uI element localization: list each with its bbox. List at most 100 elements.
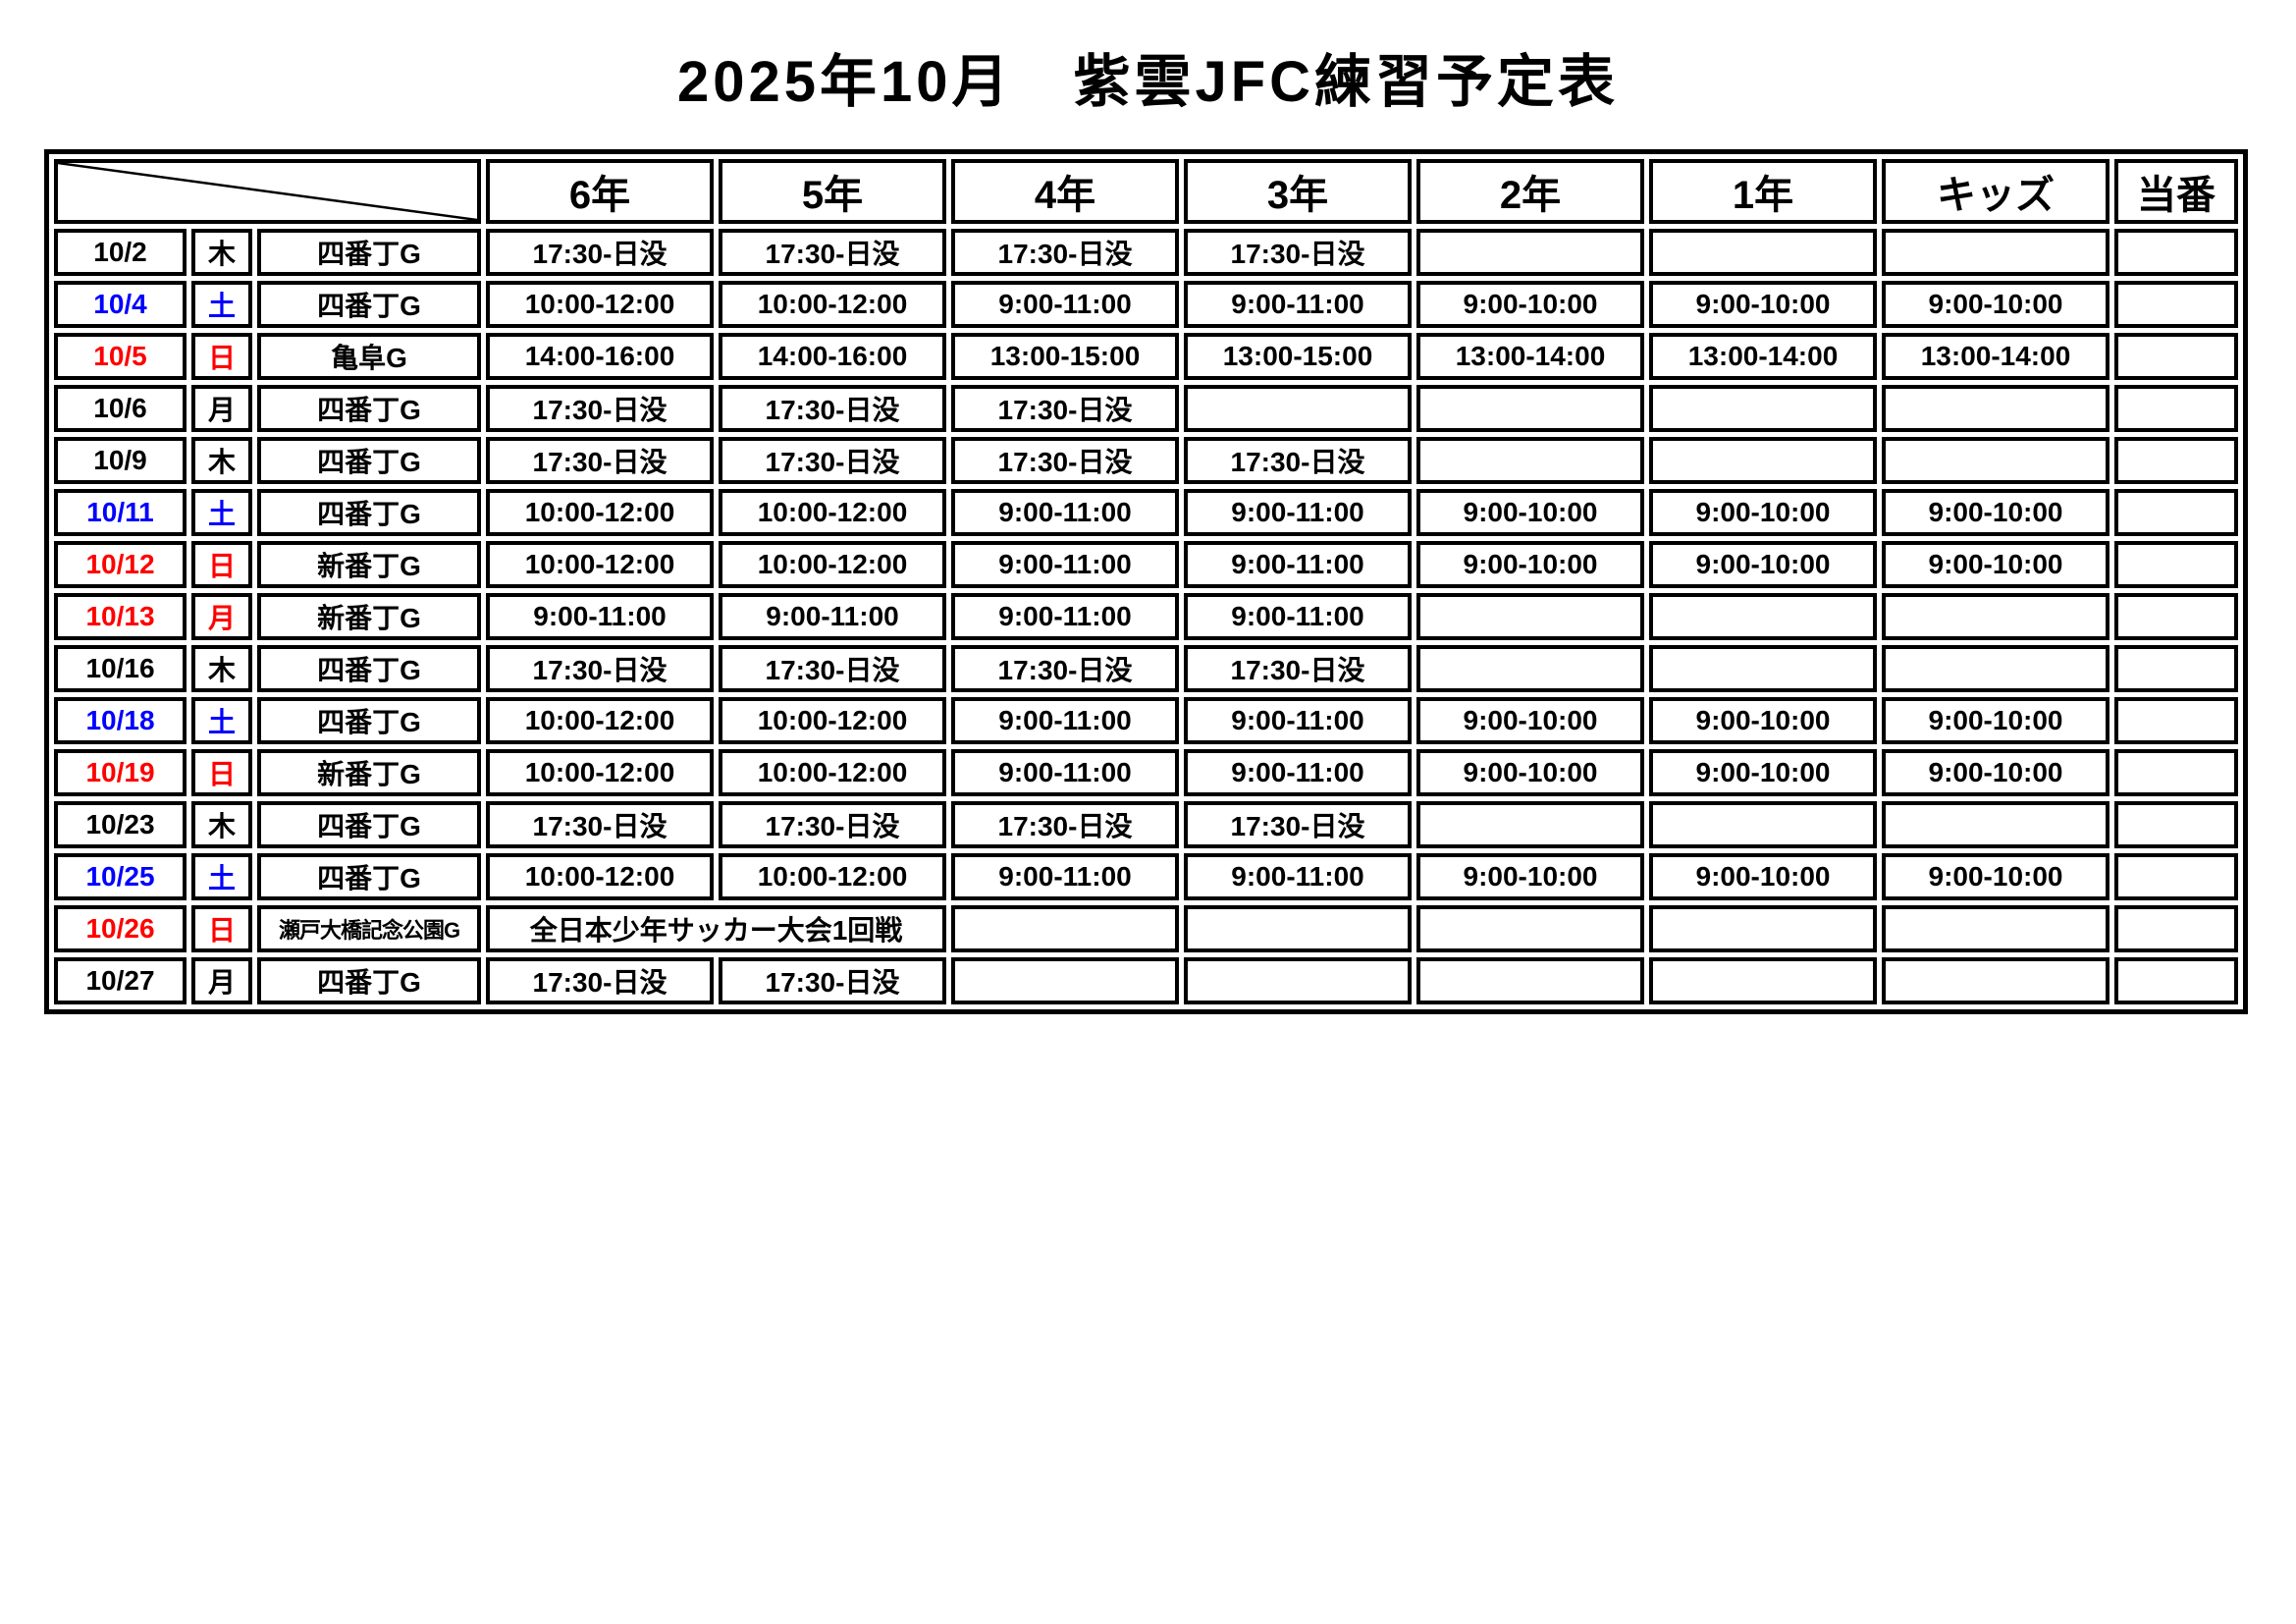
schedule-cell xyxy=(1416,385,1644,432)
schedule-cell: 9:00-11:00 xyxy=(1184,853,1412,900)
day-cell: 日 xyxy=(191,541,252,588)
date-cell: 10/23 xyxy=(54,801,187,848)
schedule-cell: 10:00-12:00 xyxy=(719,749,946,796)
schedule-cell: 14:00-16:00 xyxy=(486,333,714,380)
schedule-cell: 17:30-日没 xyxy=(486,801,714,848)
schedule-cell: 9:00-10:00 xyxy=(1882,541,2109,588)
schedule-cell xyxy=(1416,905,1644,952)
date-cell: 10/6 xyxy=(54,385,187,432)
diagonal-line-icon xyxy=(58,163,477,220)
corner-cell xyxy=(54,159,481,224)
schedule-cell: 13:00-15:00 xyxy=(1184,333,1412,380)
day-cell: 日 xyxy=(191,333,252,380)
schedule-cell: 10:00-12:00 xyxy=(719,697,946,744)
location-cell: 四番丁G xyxy=(257,697,481,744)
schedule-cell xyxy=(1649,801,1877,848)
schedule-cell: 9:00-10:00 xyxy=(1882,489,2109,536)
schedule-cell: 10:00-12:00 xyxy=(719,853,946,900)
schedule-cell: 10:00-12:00 xyxy=(719,489,946,536)
schedule-cell: 17:30-日没 xyxy=(951,229,1179,276)
table-row: 10/13 月新番丁G 9:00-11:00 9:00-11:00 9:00-11:00… xyxy=(54,593,2238,640)
table-row: 10/25 土四番丁G 10:00-12:00 10:00-12:00 9:00-11:… xyxy=(54,853,2238,900)
location-cell: 新番丁G xyxy=(257,749,481,796)
day-cell: 月 xyxy=(191,385,252,432)
schedule-cell: 9:00-10:00 xyxy=(1882,281,2109,328)
schedule-cell: 9:00-10:00 xyxy=(1416,697,1644,744)
day-cell: 土 xyxy=(191,853,252,900)
schedule-cell xyxy=(1184,957,1412,1004)
schedule-cell xyxy=(1649,905,1877,952)
schedule-cell: 10:00-12:00 xyxy=(719,281,946,328)
schedule-cell xyxy=(1882,645,2109,692)
schedule-cell: 17:30-日没 xyxy=(486,385,714,432)
schedule-cell xyxy=(1882,385,2109,432)
schedule-cell xyxy=(2114,905,2238,952)
schedule-cell: 9:00-11:00 xyxy=(1184,541,1412,588)
schedule-cell: 17:30-日没 xyxy=(719,229,946,276)
practice-schedule-table: 6年 5年 4年 3年 2年 1年 キッズ 当番 10/2 木四番丁G 17:30-日没 17:30… xyxy=(44,149,2248,1014)
schedule-cell: 9:00-10:00 xyxy=(1649,489,1877,536)
schedule-cell: 9:00-11:00 xyxy=(951,593,1179,640)
schedule-cell: 9:00-10:00 xyxy=(1649,853,1877,900)
schedule-cell: 9:00-10:00 xyxy=(1882,697,2109,744)
table-row: 10/4 土四番丁G 10:00-12:00 10:00-12:00 9:00-11:0… xyxy=(54,281,2238,328)
schedule-cell xyxy=(1649,229,1877,276)
schedule-cell: 17:30-日没 xyxy=(951,801,1179,848)
table-row: 10/16 木四番丁G 17:30-日没 17:30-日没 17:30-日没 17:30-… xyxy=(54,645,2238,692)
date-cell: 10/19 xyxy=(54,749,187,796)
day-cell: 木 xyxy=(191,645,252,692)
table-row: 10/23 木四番丁G 17:30-日没 17:30-日没 17:30-日没 17:30-… xyxy=(54,801,2238,848)
schedule-cell: 10:00-12:00 xyxy=(486,749,714,796)
schedule-cell xyxy=(1416,957,1644,1004)
schedule-cell xyxy=(2114,801,2238,848)
table-row: 10/9 木四番丁G 17:30-日没 17:30-日没 17:30-日没 17:30-日… xyxy=(54,437,2238,484)
schedule-cell: 9:00-11:00 xyxy=(1184,281,1412,328)
schedule-cell xyxy=(2114,697,2238,744)
date-cell: 10/9 xyxy=(54,437,187,484)
schedule-cell xyxy=(1649,645,1877,692)
schedule-cell: 9:00-11:00 xyxy=(951,281,1179,328)
day-cell: 月 xyxy=(191,593,252,640)
location-cell: 四番丁G xyxy=(257,437,481,484)
schedule-cell xyxy=(951,905,1179,952)
schedule-cell xyxy=(2114,749,2238,796)
schedule-cell: 9:00-10:00 xyxy=(1416,281,1644,328)
location-cell: 瀬戸大橋記念公園G xyxy=(257,905,481,952)
schedule-cell: 9:00-10:00 xyxy=(1882,749,2109,796)
schedule-cell: 10:00-12:00 xyxy=(486,697,714,744)
schedule-cell: 13:00-14:00 xyxy=(1882,333,2109,380)
schedule-cell: 9:00-11:00 xyxy=(951,697,1179,744)
date-cell: 10/16 xyxy=(54,645,187,692)
schedule-cell xyxy=(2114,229,2238,276)
schedule-cell: 9:00-11:00 xyxy=(1184,749,1412,796)
table-row: 10/19 日新番丁G 10:00-12:00 10:00-12:00 9:00-11:… xyxy=(54,749,2238,796)
table-row: 10/6 月四番丁G 17:30-日没 17:30-日没 17:30-日没 xyxy=(54,385,2238,432)
schedule-cell: 10:00-12:00 xyxy=(486,489,714,536)
column-header-1: 6年 xyxy=(486,159,714,224)
schedule-cell: 17:30-日没 xyxy=(486,229,714,276)
schedule-cell: 17:30-日没 xyxy=(1184,229,1412,276)
table-row: 10/27 月四番丁G 17:30-日没 17:30-日没 xyxy=(54,957,2238,1004)
column-header-2: 5年 xyxy=(719,159,946,224)
schedule-cell: 9:00-11:00 xyxy=(1184,489,1412,536)
day-cell: 土 xyxy=(191,697,252,744)
schedule-cell: 9:00-10:00 xyxy=(1649,697,1877,744)
schedule-cell: 17:30-日没 xyxy=(486,645,714,692)
schedule-cell xyxy=(1882,957,2109,1004)
schedule-cell: 13:00-15:00 xyxy=(951,333,1179,380)
schedule-cell: 9:00-10:00 xyxy=(1416,749,1644,796)
column-header-7: キッズ xyxy=(1882,159,2109,224)
date-cell: 10/26 xyxy=(54,905,187,952)
location-cell: 四番丁G xyxy=(257,385,481,432)
schedule-cell xyxy=(1416,645,1644,692)
schedule-cell xyxy=(1649,593,1877,640)
schedule-cell xyxy=(1882,229,2109,276)
location-cell: 新番丁G xyxy=(257,541,481,588)
schedule-cell: 9:00-11:00 xyxy=(951,541,1179,588)
day-cell: 日 xyxy=(191,905,252,952)
schedule-cell xyxy=(951,957,1179,1004)
page-title: 2025年10月 紫雲JFC練習予定表 xyxy=(676,50,1620,114)
schedule-cell: 10:00-12:00 xyxy=(486,853,714,900)
schedule-cell: 17:30-日没 xyxy=(951,645,1179,692)
schedule-cell: 17:30-日没 xyxy=(1184,437,1412,484)
